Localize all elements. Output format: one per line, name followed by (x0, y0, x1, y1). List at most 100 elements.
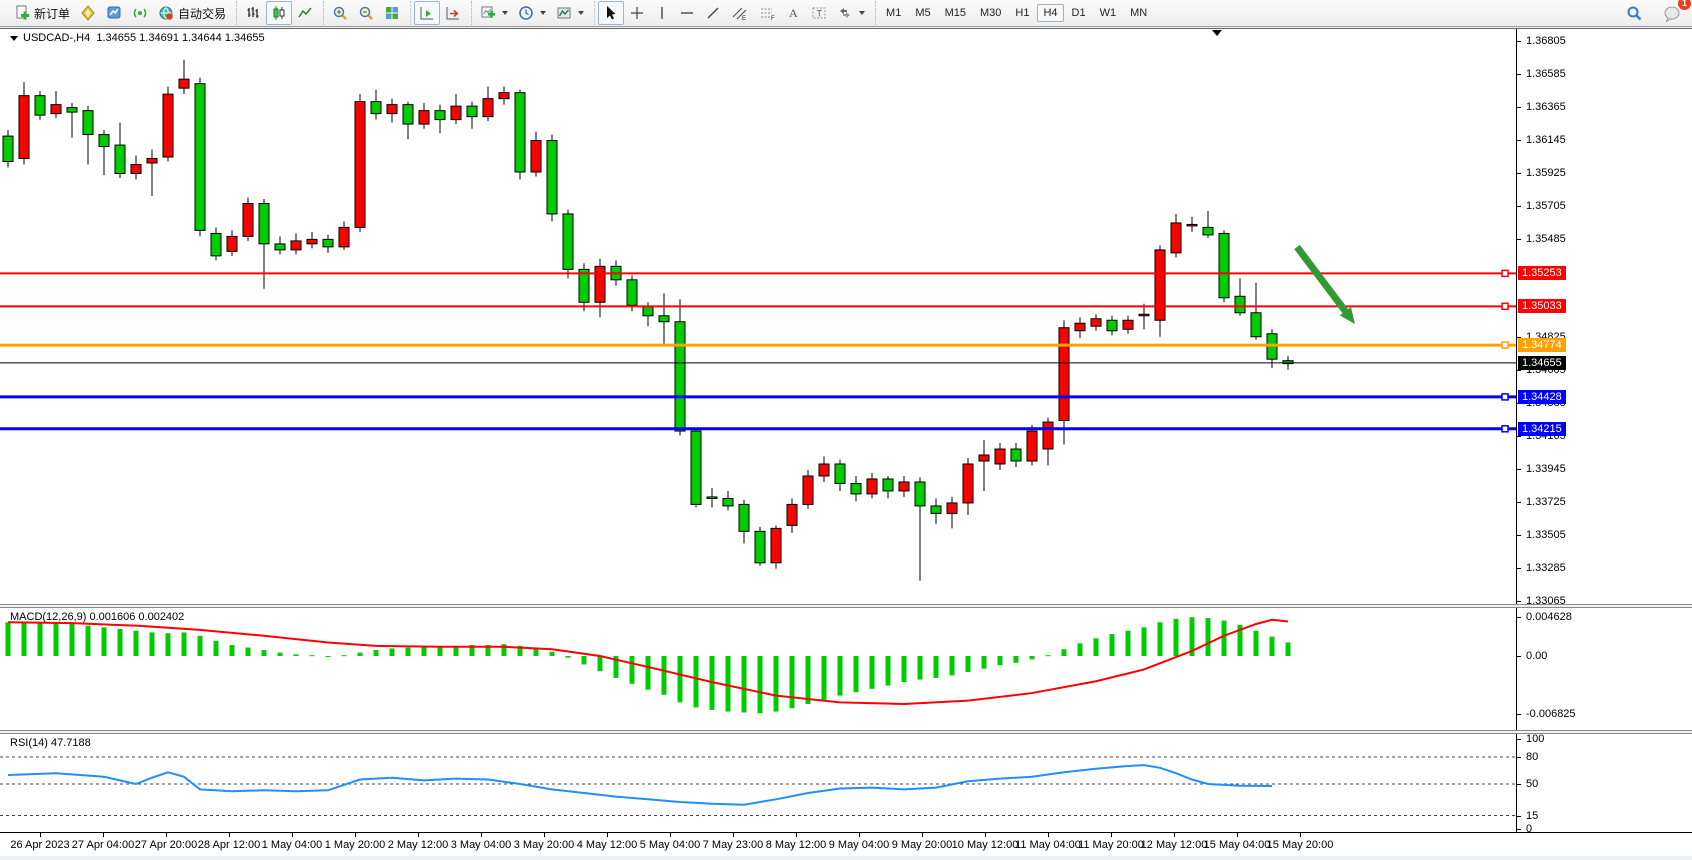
chart-shift-button[interactable] (440, 1, 466, 25)
toolbar-group-objects: E F A T (594, 1, 873, 25)
macd-panel[interactable]: MACD(12,26,9) 0.001606 0.002402 (0, 608, 1516, 730)
svg-text:T: T (817, 9, 823, 19)
zoom-out-button[interactable] (353, 1, 379, 25)
rsi-tick (1517, 784, 1521, 785)
timeframe-h1[interactable]: H1 (1015, 7, 1030, 19)
timeframe-m30[interactable]: M30 (980, 7, 1002, 19)
macd-histogram-bar (549, 651, 555, 656)
add-indicator-icon (480, 5, 496, 21)
timeframe-w1[interactable]: W1 (1099, 7, 1117, 19)
macd-histogram-bar (533, 647, 539, 656)
text-button[interactable]: A (782, 1, 806, 25)
panel-splitter[interactable] (0, 604, 1692, 608)
macd-histogram-bar (165, 633, 171, 656)
timeframe-m15[interactable]: M15 (944, 7, 966, 19)
time-axis[interactable]: 26 Apr 2023 27 Apr 04:00 27 Apr 20:00 28 Ap… (0, 832, 1692, 856)
macd-histogram-bar (581, 656, 587, 665)
candle (930, 498, 942, 524)
down-arrow-annotation[interactable] (1294, 244, 1355, 324)
trendline-button[interactable] (700, 1, 726, 25)
search-icon (1626, 5, 1643, 22)
resistance-line-1[interactable] (0, 269, 1516, 278)
price-tick-label: 1.36585 (1526, 67, 1566, 80)
candlestick-chart-button[interactable] (266, 1, 293, 25)
crosshair-button[interactable] (624, 1, 650, 25)
resistance-line-2[interactable] (0, 302, 1516, 311)
time-label: 9 May 04:00 (828, 839, 890, 851)
period-button[interactable] (513, 1, 551, 25)
macd-histogram-bar (405, 647, 411, 656)
candlestick-icon (271, 5, 287, 21)
price-tick (1517, 568, 1521, 570)
timeframe-mn[interactable]: MN (1130, 7, 1148, 19)
macd-histogram-bar (1253, 630, 1259, 656)
timeframe-d1[interactable]: D1 (1071, 7, 1086, 19)
signals-button[interactable] (127, 1, 153, 25)
arrows-button[interactable] (832, 1, 870, 25)
candle (1170, 213, 1182, 258)
notifications-button[interactable]: 1 (1658, 0, 1691, 25)
market-watch-button[interactable] (101, 1, 127, 25)
macd-tick-label: 0.00 (1526, 650, 1548, 662)
macd-histogram-bar (245, 647, 251, 656)
crosshair-icon (629, 5, 645, 21)
chart-shift-icon (445, 5, 461, 21)
auto-scroll-button[interactable] (414, 1, 441, 25)
line-chart-button[interactable] (292, 1, 318, 25)
candle (1234, 278, 1246, 316)
new-order-button[interactable]: 新订单 (9, 1, 75, 25)
macd-histogram-bar (613, 656, 619, 678)
vertical-line-button[interactable] (650, 1, 674, 25)
candle (2, 130, 14, 168)
price-axis[interactable]: 1.36805 1.36585 1.36365 1.36145 1.35925 1.357… (1516, 29, 1692, 835)
price-tick-label: 1.33285 (1526, 562, 1566, 575)
candle (1186, 216, 1198, 232)
chart-shift-marker-icon[interactable] (1212, 30, 1222, 36)
collapse-triangle-icon[interactable] (10, 35, 18, 41)
text-label-button[interactable]: T (806, 1, 832, 25)
candle (18, 82, 30, 165)
tile-windows-button[interactable] (379, 1, 405, 25)
macd-histogram-bar (1173, 618, 1179, 656)
rsi-canvas[interactable] (0, 734, 1516, 832)
cursor-button[interactable] (598, 1, 625, 25)
rsi-tick (1517, 829, 1521, 830)
rsi-line (7, 764, 1273, 806)
auto-trading-button[interactable]: 自动交易 (153, 1, 231, 25)
template-button[interactable] (551, 1, 589, 25)
macd-histogram-bar (421, 646, 427, 656)
price-tick-label: 1.33725 (1526, 496, 1566, 509)
pivot-line[interactable] (0, 341, 1516, 349)
rsi-panel[interactable]: RSI(14) 47.7188 (0, 734, 1516, 832)
channel-button[interactable]: E (726, 1, 754, 25)
support-line-1[interactable] (0, 393, 1516, 401)
candle (1106, 315, 1118, 336)
macd-histogram-bar (325, 656, 331, 657)
macd-canvas[interactable] (0, 608, 1516, 730)
compass-button[interactable] (75, 1, 101, 25)
time-label: 11 May 20:00 (1078, 839, 1144, 851)
fibonacci-button[interactable]: F (754, 1, 782, 25)
price-tick-label: 1.35705 (1526, 199, 1566, 212)
price-tag: 1.34774 (1518, 338, 1566, 353)
candle (370, 89, 382, 120)
time-tick (40, 833, 41, 837)
toolbar-group-scroll (410, 1, 469, 25)
timeframe-h4[interactable]: H4 (1037, 4, 1064, 22)
horizontal-line-button[interactable] (674, 1, 700, 25)
support-line-2[interactable] (0, 425, 1516, 433)
panel-splitter[interactable] (0, 730, 1692, 734)
timeframe-m5[interactable]: M5 (915, 7, 931, 19)
candlestick-canvas[interactable] (0, 29, 1516, 604)
add-indicator-button[interactable] (475, 1, 513, 25)
rsi-tick-label: 15 (1526, 809, 1539, 822)
macd-histogram-bar (437, 645, 443, 656)
search-button[interactable] (1621, 1, 1648, 25)
macd-histogram-bar (1045, 655, 1051, 657)
macd-histogram-bar (725, 656, 731, 712)
timeframe-m1[interactable]: M1 (886, 7, 902, 19)
bar-chart-button[interactable] (240, 1, 266, 25)
price-chart-panel[interactable]: USDCAD-,H4 1.34655 1.34691 1.34644 1.346… (0, 29, 1516, 604)
macd-histogram-bar (453, 645, 459, 656)
zoom-in-button[interactable] (327, 1, 353, 25)
